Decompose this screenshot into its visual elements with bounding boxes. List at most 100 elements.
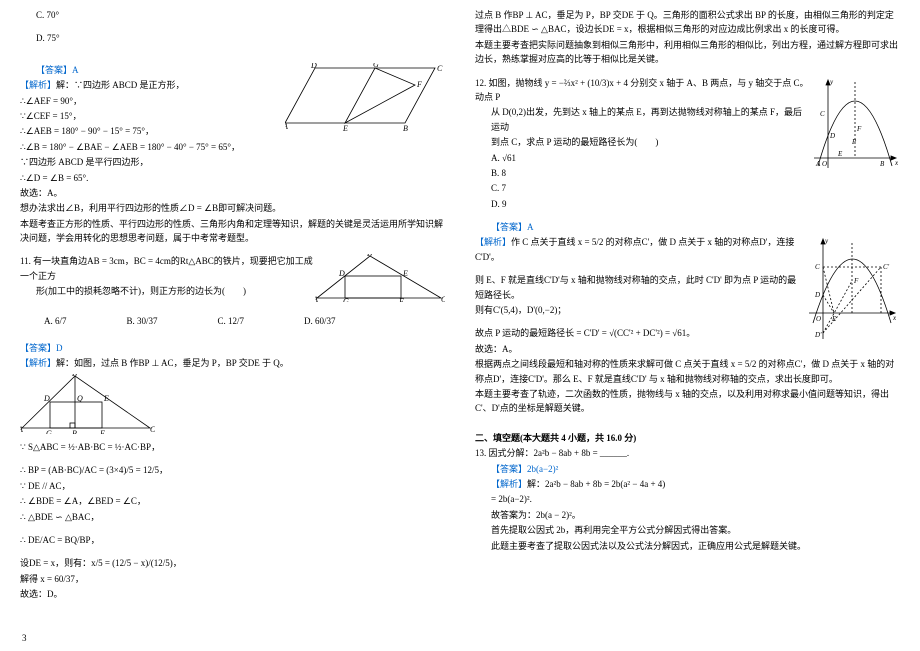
q10-opt-c: C. 70°: [20, 8, 445, 22]
answer-label: 【答案】: [36, 65, 72, 75]
svg-text:x: x: [892, 314, 897, 322]
svg-text:A: A: [20, 425, 23, 434]
q10-exp-2: ∵∠CEF = 15°，: [20, 109, 281, 123]
q12-stem-1: 从 D(0,2)出发，先到达 x 轴上的某点 E，再到达抛物线对称轴上的某点 F…: [475, 105, 810, 134]
q12-exp-1: 则 E、F 就是直线C'D'与 x 轴和抛物线对称轴的交点，此时 C'D' 即为…: [475, 273, 805, 302]
svg-text:G: G: [373, 63, 379, 69]
svg-text:G: G: [343, 297, 349, 302]
svg-text:P: P: [71, 429, 77, 434]
svg-text:D': D': [814, 331, 822, 339]
answer-label: 【答案】: [491, 464, 527, 474]
svg-text:P: P: [851, 138, 857, 146]
explain-label: 【解析】: [491, 479, 527, 489]
svg-text:C: C: [441, 295, 445, 302]
svg-text:D: D: [43, 394, 50, 403]
answer-value: D: [56, 343, 63, 353]
q11-triangle-figure-2: ABC DE GF PQ: [20, 374, 155, 434]
q11-calc-5: ∴ DE/AC = BQ/BP，: [20, 533, 445, 547]
svg-text:F: F: [398, 297, 404, 302]
answer-value: 2b(a−2)²: [527, 464, 558, 474]
svg-text:O: O: [822, 160, 827, 168]
col2-1: 故选：D。: [20, 587, 445, 601]
q11-stem-1: 11. 有一块直角边AB = 3cm，BC = 4cm的Rt△ABC的铁片，现要…: [20, 254, 313, 283]
q13-answer: 【答案】2b(a−2)²: [475, 462, 900, 476]
q11-opt-b: B. 30/37: [127, 314, 158, 328]
svg-text:C: C: [815, 263, 820, 271]
q11-answer: 【答案】D: [20, 341, 445, 355]
svg-text:E: E: [103, 394, 109, 403]
q12-parabola-figure-1: AO Bx y CD EPF: [810, 76, 900, 171]
q10-exp-0: 【解析】解：∵四边形 ABCD 是正方形，: [20, 78, 281, 92]
q13-exp-3: 首先提取公因式 2b，再利用完全平方公式分解因式得出答案。: [475, 523, 900, 537]
svg-text:B: B: [880, 160, 885, 168]
svg-text:E: E: [342, 124, 348, 133]
q12-opt-c: C. 7: [475, 181, 810, 195]
q10-tip1: 想办法求出∠B，利用平行四边形的性质∠D = ∠B即可解决问题。: [20, 201, 445, 215]
q10-opt-d: D. 75°: [20, 31, 445, 45]
svg-text:A: A: [815, 160, 821, 168]
svg-text:C: C: [820, 110, 825, 118]
explain-label: 【解析】: [475, 237, 511, 247]
q12-exp-0: 【解析】作 C 点关于直线 x = 5/2 的对称点C'，做 D 点关于 x 轴…: [475, 235, 805, 264]
svg-text:F: F: [99, 429, 105, 434]
q12-stem-0: 12. 如图，抛物线 y = −⅔x² + (10/3)x + 4 分别交 x …: [475, 76, 810, 105]
q12-exp-3: 故点 P 运动的最短路径长 = C'D' = √(CC'² + DC'²) = …: [475, 326, 805, 340]
section2-heading: 二、填空题(本大题共 4 小题，共 16.0 分): [475, 431, 900, 445]
q11-opt-d: D. 60/37: [304, 314, 336, 328]
q12-answer: 【答案】A: [475, 220, 900, 234]
q11-opt-a: A. 6/7: [44, 314, 67, 328]
q11-choices: A. 6/7 B. 30/37 C. 12/7 D. 60/37: [20, 314, 445, 328]
answer-label: 【答案】: [491, 222, 527, 232]
svg-text:B: B: [367, 254, 372, 258]
q12-opt-d: D. 9: [475, 197, 810, 211]
svg-text:F: F: [856, 125, 862, 133]
q10-answer: 【答案】A: [20, 63, 281, 77]
svg-text:E: E: [831, 315, 837, 323]
q12-opt-a: A. √61: [475, 151, 810, 165]
q12-opt-b: B. 8: [475, 166, 810, 180]
svg-text:C': C': [883, 263, 890, 271]
col2-0: 解得 x = 60/37，: [20, 572, 445, 586]
q10-exp-7: 故选：A。: [20, 186, 445, 200]
q10-exp-6: ∴∠D = ∠B = 65°.: [20, 171, 445, 185]
q13-exp-1: = 2b(a−2)².: [475, 492, 900, 506]
answer-value: A: [527, 222, 534, 232]
svg-text:B: B: [72, 374, 77, 378]
svg-text:D: D: [829, 132, 835, 140]
svg-text:y: y: [829, 78, 834, 86]
svg-text:C: C: [150, 425, 155, 434]
q12-parabola-figure-2: Oxy CC' DD' EF: [805, 235, 900, 345]
svg-text:F: F: [853, 277, 859, 285]
q12-tip-1: 本题主要考查了轨迹，二次函数的性质，抛物线与 x 轴的交点，以及利用对称求最小值…: [475, 387, 900, 416]
q11-triangle-figure-1: ABC DE GF: [315, 254, 445, 302]
explain-label: 【解析】: [20, 358, 56, 368]
q11-calc-3: ∴ ∠BDE = ∠A，∠BED = ∠C，: [20, 494, 445, 508]
q12-tip-0: 根据两点之间线段最短和轴对称的性质来求解可做 C 点关于直线 x = 5/2 的…: [475, 357, 900, 386]
svg-text:E: E: [837, 150, 843, 158]
q13-exp-4: 此题主要考查了提取公因式法以及公式法分解因式，正确应用公式是解题关键。: [475, 539, 900, 553]
q11-calc-1: ∴ BP = (AB·BC)/AC = (3×4)/5 = 12/5，: [20, 463, 445, 477]
q11-opt-c: C. 12/7: [218, 314, 245, 328]
q11-calc-0: ∵ S△ABC = ½·AB·BC = ½·AC·BP，: [20, 440, 445, 454]
q10-exp-4: ∴∠B = 180° − ∠BAE − ∠AEB = 180° − 40° − …: [20, 140, 281, 154]
svg-text:E: E: [402, 269, 408, 278]
q13-exp-0: 【解析】解：2a²b − 8ab + 8b = 2b(a² − 4a + 4): [475, 477, 900, 491]
q10-tip2: 本题考查正方形的性质、平行四边形的性质、三角形内角和定理等知识，解题的关键是灵活…: [20, 217, 445, 246]
q10-parallelogram-figure: DC AB EFG: [285, 63, 445, 133]
svg-text:G: G: [46, 429, 52, 434]
q11-calc-6: 设DE = x，则有：x/5 = (12/5 − x)/(12/5)，: [20, 556, 445, 570]
q11-exp-0: 【解析】解：如图，过点 B 作BP ⊥ AC，垂足为 P，BP 交DE 于 Q。: [20, 356, 445, 370]
page-number: 3: [22, 631, 27, 645]
svg-text:D: D: [814, 291, 820, 299]
svg-text:D: D: [338, 269, 345, 278]
q11-calc-2: ∵ DE // AC，: [20, 479, 445, 493]
q11-calc-4: ∴ △BDE ∽ △BAC，: [20, 510, 445, 524]
svg-text:B: B: [403, 124, 408, 133]
q12-exp-2: 则有C'(5,4)，D'(0,−2)；: [475, 303, 805, 317]
col2-3: 本题主要考查把实际问题抽象到相似三角形中，利用相似三角形的相似比，列出方程，通过…: [475, 38, 900, 67]
q11-stem-2: 形(加工中的损耗忽略不计)，则正方形的边长为( ): [20, 284, 313, 298]
answer-value: A: [72, 65, 79, 75]
q13-exp-2: 故答案为：2b(a − 2)²。: [475, 508, 900, 522]
q10-exp-1: ∴∠AEF = 90°，: [20, 94, 281, 108]
answer-label: 【答案】: [20, 343, 56, 353]
